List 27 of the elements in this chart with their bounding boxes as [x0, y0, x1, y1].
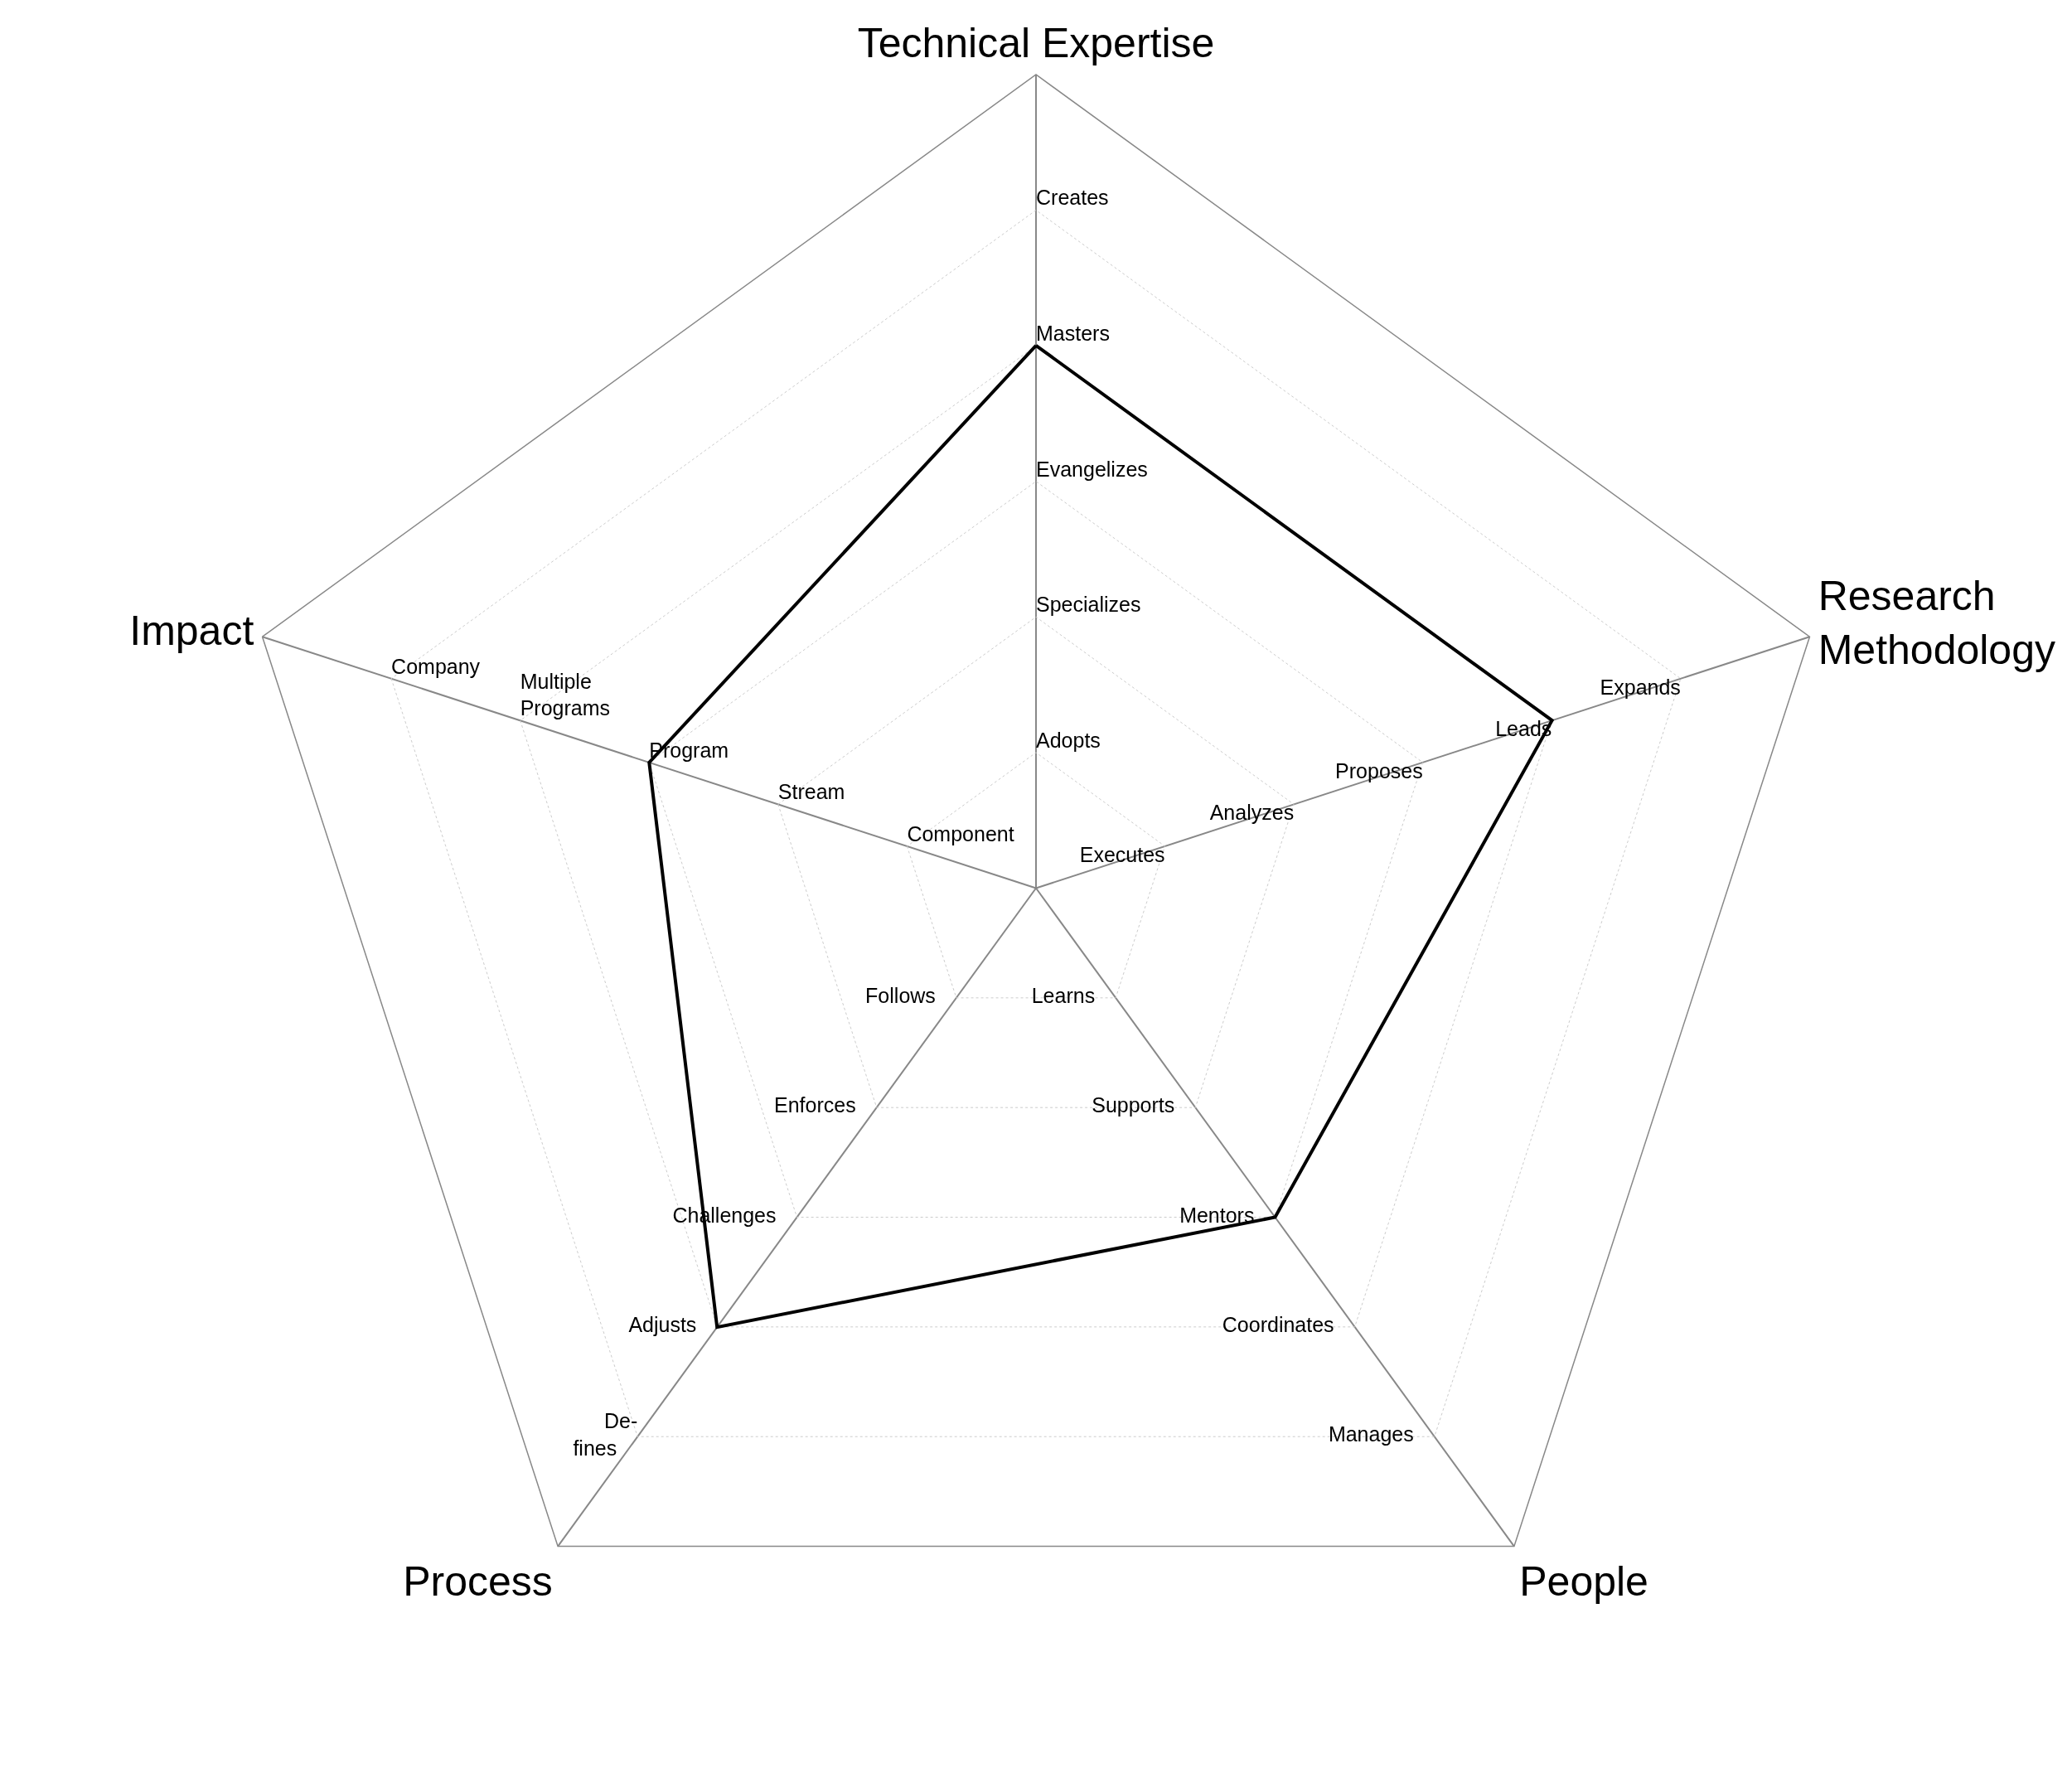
- text: Company: [391, 654, 481, 678]
- text: Mentors: [1179, 1203, 1255, 1227]
- text: Supports: [1092, 1093, 1175, 1117]
- spoke-label: Process: [403, 1557, 553, 1605]
- text: Evangelizes: [1036, 457, 1148, 481]
- spoke-label: Technical Expertise: [857, 20, 1215, 67]
- text: Masters: [1036, 321, 1110, 345]
- text: Coordinates: [1222, 1313, 1334, 1337]
- text: Manages: [1328, 1422, 1414, 1446]
- text: Analyzes: [1209, 801, 1295, 825]
- spoke-label: Research Methodology: [1818, 572, 2055, 673]
- text: Component: [907, 821, 1014, 845]
- spoke-label: People: [1519, 1557, 1648, 1605]
- text: Stream: [777, 780, 845, 804]
- text: Adjusts: [628, 1313, 697, 1337]
- text: Learns: [1031, 984, 1096, 1008]
- text: Executes: [1079, 842, 1165, 866]
- text: Adopts: [1036, 728, 1101, 752]
- text: Creates: [1036, 186, 1109, 210]
- spoke-label: Impact: [129, 608, 254, 655]
- text: Multiple Programs: [520, 669, 611, 720]
- text: Enforces: [774, 1093, 856, 1117]
- text: Follows: [865, 984, 936, 1008]
- text: Proposes: [1335, 758, 1423, 782]
- text: Specializes: [1036, 593, 1141, 617]
- text: Expands: [1600, 675, 1681, 699]
- text: De- fines: [573, 1409, 638, 1460]
